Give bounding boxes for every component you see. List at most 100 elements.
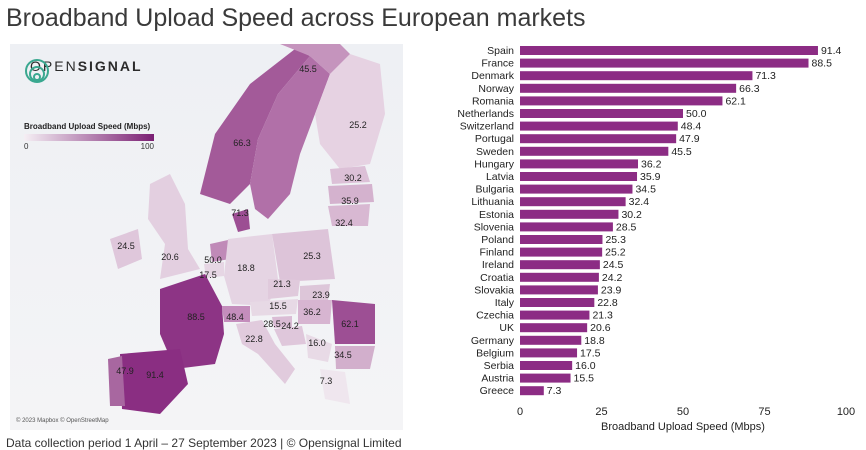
map-value-label: 34.5 <box>334 350 352 360</box>
category-label: Hungary <box>474 158 514 170</box>
map-value-label: 21.3 <box>273 279 291 289</box>
bar-value-label: 20.6 <box>590 322 611 334</box>
bar-chart-svg: Spain 91.4 France 88.5 Denmark 71.3 Norway 66.3… <box>457 45 855 433</box>
bar-value-label: 88.5 <box>812 58 833 70</box>
bar <box>520 172 638 181</box>
category-label: Lithuania <box>471 196 514 208</box>
bar-value-label: 47.9 <box>679 133 700 145</box>
map-value-label: 32.4 <box>335 218 353 228</box>
bar <box>520 247 603 257</box>
category-label: Slovakia <box>474 284 514 296</box>
finland-shape <box>315 54 385 169</box>
x-axis-title: Broadband Upload Speed (Mbps) <box>601 421 765 433</box>
bar-value-label: 36.2 <box>641 158 662 170</box>
bar-value-label: 7.3 <box>547 385 562 397</box>
bar <box>520 159 639 169</box>
category-label: Switzerland <box>460 121 514 133</box>
bar-value-label: 32.4 <box>629 196 650 208</box>
map-value-label: 22.8 <box>245 334 263 344</box>
bar <box>520 184 633 194</box>
x-tick-label: 0 <box>517 406 523 418</box>
slovenia-shape <box>272 316 292 328</box>
category-label: Austria <box>481 373 514 385</box>
map-legend: Broadband Upload Speed (Mbps) 0 100 <box>24 122 174 151</box>
bar-value-label: 17.5 <box>580 347 601 359</box>
bar <box>520 310 590 320</box>
category-label: Poland <box>481 234 514 246</box>
map-value-label: 25.2 <box>349 120 367 130</box>
bar <box>520 197 626 207</box>
bar-value-label: 34.5 <box>635 184 656 196</box>
map-value-label: 15.5 <box>269 301 287 311</box>
bar <box>520 109 683 118</box>
switzerland-shape <box>222 306 250 322</box>
map-value-label: 16.0 <box>308 338 326 348</box>
map-value-label: 71.3 <box>231 208 249 218</box>
bar-value-label: 66.3 <box>739 83 760 95</box>
legend-max-label: 100 <box>140 142 154 151</box>
bar-value-label: 48.4 <box>681 121 702 133</box>
sweden-shape <box>250 56 330 219</box>
serbia-shape <box>306 334 332 362</box>
category-label: Greece <box>480 385 515 397</box>
bar-value-label: 62.1 <box>725 95 746 107</box>
slovakia-shape <box>300 284 330 300</box>
legend-gradient <box>24 134 154 141</box>
map-value-label: 35.9 <box>341 196 359 206</box>
category-label: UK <box>499 322 514 334</box>
legend-title: Broadband Upload Speed (Mbps) <box>24 122 151 131</box>
category-label: Ireland <box>482 259 514 271</box>
bar-value-label: 50.0 <box>686 108 707 120</box>
category-label: Czechia <box>476 310 514 322</box>
category-label: Netherlands <box>457 108 514 120</box>
bar <box>520 260 600 270</box>
bar <box>520 121 678 131</box>
map-value-label: 62.1 <box>341 319 359 329</box>
x-tick-label: 25 <box>595 406 607 418</box>
bar-value-label: 24.5 <box>603 259 624 271</box>
category-label: Bulgaria <box>475 184 514 196</box>
bar-value-label: 15.5 <box>574 373 595 385</box>
map-value-label: 24.5 <box>117 241 135 251</box>
map-value-label: 66.3 <box>233 138 251 148</box>
category-label: Germany <box>471 335 515 347</box>
footer-note: Data collection period 1 April – 27 Sept… <box>6 436 402 450</box>
italy-shape <box>236 320 295 384</box>
map-value-label: 48.4 <box>226 312 244 322</box>
category-label: Portugal <box>475 133 514 145</box>
category-label: Finland <box>480 247 515 259</box>
bar <box>520 386 544 396</box>
bar-chart: Spain 91.4 France 88.5 Denmark 71.3 Norway 66.3… <box>406 40 866 440</box>
bar <box>520 96 723 106</box>
category-label: Latvia <box>486 171 514 183</box>
bar-value-label: 71.3 <box>755 70 776 82</box>
x-tick-label: 75 <box>758 406 770 418</box>
bar-value-label: 21.3 <box>592 310 613 322</box>
bar-value-label: 35.9 <box>640 171 661 183</box>
bar <box>520 235 603 244</box>
ireland-shape <box>110 229 142 269</box>
category-label: Italy <box>495 297 515 309</box>
category-label: Belgium <box>476 347 514 359</box>
map-credit: © 2023 Mapbox © OpenStreetMap <box>16 418 109 424</box>
category-label: Spain <box>487 45 514 57</box>
map-value-label: 36.2 <box>303 307 321 317</box>
opensignal-logo-icon <box>25 59 49 83</box>
bar-value-label: 18.8 <box>584 335 605 347</box>
map-value-label: 28.5 <box>263 319 281 329</box>
bar <box>520 222 613 232</box>
uk-shape <box>148 174 200 279</box>
germany-shape <box>224 234 278 306</box>
bar-value-label: 30.2 <box>621 209 642 221</box>
map-value-label: 47.9 <box>116 366 134 376</box>
map-value-label: 20.6 <box>161 252 179 262</box>
map-value-label: 17.5 <box>199 270 217 280</box>
bar <box>520 209 619 219</box>
belgium-shape <box>204 262 224 278</box>
austria-shape <box>250 299 298 316</box>
greece-shape <box>320 369 350 404</box>
x-tick-label: 100 <box>837 406 855 418</box>
bar-value-label: 23.9 <box>601 284 622 296</box>
lithuania-shape <box>328 204 370 226</box>
bar <box>520 285 598 295</box>
